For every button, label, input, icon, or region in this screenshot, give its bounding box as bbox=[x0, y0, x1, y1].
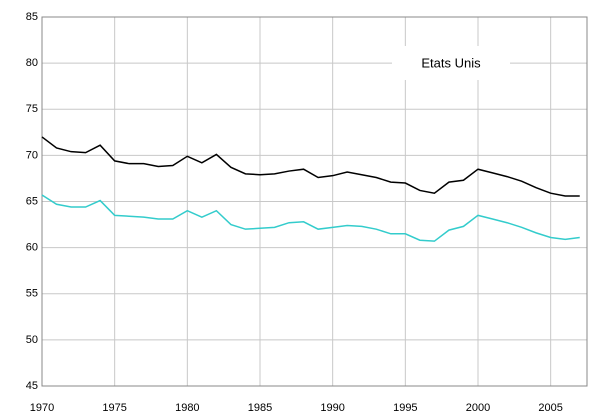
x-tick-label: 1985 bbox=[248, 402, 272, 414]
annotation: Etats Unis bbox=[421, 55, 481, 70]
line-series bbox=[41, 194, 580, 242]
y-tick-label: 85 bbox=[26, 11, 38, 23]
y-tick-label: 45 bbox=[26, 380, 38, 392]
y-tick-label: 70 bbox=[26, 149, 38, 161]
y-tick-label: 65 bbox=[26, 195, 38, 207]
x-tick-label: 2000 bbox=[466, 402, 490, 414]
y-tick-label: 55 bbox=[26, 288, 38, 300]
y-tick-label: 80 bbox=[26, 57, 38, 69]
line-series bbox=[41, 136, 580, 197]
y-tick-label: 50 bbox=[26, 334, 38, 346]
y-tick-label: 60 bbox=[26, 242, 38, 254]
x-tick-label: 1975 bbox=[102, 402, 126, 414]
x-tick-label: 1995 bbox=[393, 402, 417, 414]
plot-frame bbox=[41, 16, 588, 387]
annotation-box bbox=[392, 46, 510, 80]
x-tick-label: 2005 bbox=[538, 402, 562, 414]
x-tick-label: 1980 bbox=[175, 402, 199, 414]
x-tick-label: 1990 bbox=[320, 402, 344, 414]
x-tick-label: 1970 bbox=[30, 402, 54, 414]
y-tick-label: 75 bbox=[26, 103, 38, 115]
